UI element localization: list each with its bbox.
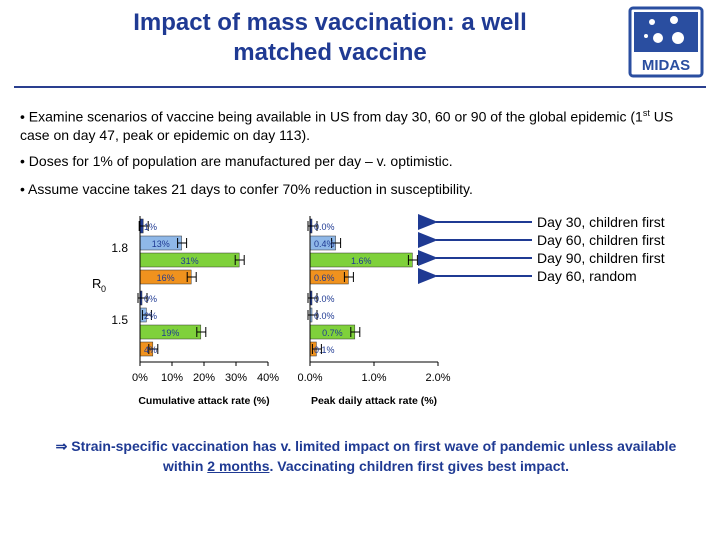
conclusion-underlined: 2 months [207, 458, 270, 474]
legend-item-day30: Day 30, children first [537, 214, 665, 230]
bullet-doses: • Doses for 1% of population are manufac… [20, 153, 453, 169]
data-label: 0.0% [314, 311, 335, 321]
legend-item-random: Day 60, random [537, 268, 637, 284]
bullet-scenarios: • Examine scenarios of vaccine being ava… [20, 108, 674, 143]
implies-arrow: ⇒ [55, 438, 68, 454]
conclusion: ⇒ Strain-specific vaccination has v. lim… [55, 438, 677, 474]
x-tick-label: 10% [161, 372, 183, 384]
title-line-2: matched vaccine [233, 39, 427, 66]
data-label: 4% [144, 345, 157, 355]
data-label: 0.6% [314, 273, 335, 283]
data-label: 0.4% [314, 239, 335, 249]
x-tick-label: 2.0% [425, 372, 450, 384]
data-label: 16% [157, 273, 175, 283]
legend-item-day90: Day 90, children first [537, 250, 665, 266]
data-label: 31% [181, 256, 199, 266]
legend: Day 30, children first Day 60, children … [537, 213, 665, 285]
data-label: 13% [152, 239, 170, 249]
data-label: 0% [144, 294, 157, 304]
slide-title: Impact of mass vaccination: a well match… [60, 8, 600, 68]
x-axis-label: Cumulative attack rate (%) [138, 395, 269, 407]
data-label: 1% [144, 222, 157, 232]
logo-text: MIDAS [642, 57, 690, 74]
title-divider [14, 86, 706, 88]
x-axis-label: Peak daily attack rate (%) [311, 395, 437, 407]
data-label: 2% [144, 311, 157, 321]
y-axis-label: R [92, 276, 101, 291]
x-tick-label: 0.0% [297, 372, 322, 384]
title-line-1: Impact of mass vaccination: a well [133, 9, 527, 36]
x-tick-label: 40% [257, 372, 279, 384]
data-label: 0.0% [314, 294, 335, 304]
x-tick-label: 1.0% [361, 372, 386, 384]
x-tick-label: 0% [132, 372, 148, 384]
y-axis-label-sub: 0 [101, 284, 106, 294]
data-label: 0.7% [322, 328, 343, 338]
group-label: 1.5 [111, 313, 128, 327]
data-label: 0.1% [314, 345, 335, 355]
x-tick-label: 30% [225, 372, 247, 384]
data-label: 0.0% [314, 222, 335, 232]
legend-item-day60: Day 60, children first [537, 232, 665, 248]
group-label: 1.8 [111, 241, 128, 255]
data-label: 1.6% [351, 256, 372, 266]
midas-logo: MIDAS [628, 6, 704, 78]
bullet-vaccine-delay: • Assume vaccine takes 21 days to confer… [20, 181, 473, 197]
x-tick-label: 20% [193, 372, 215, 384]
data-label: 19% [161, 328, 179, 338]
